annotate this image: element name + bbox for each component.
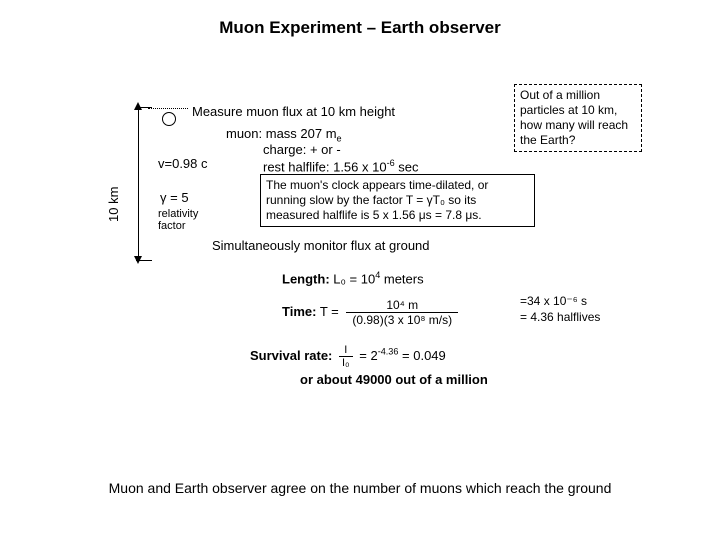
halflife-prefix: rest halflife: 1.56 x 10	[263, 159, 387, 174]
muon-charge: charge: + or -	[263, 142, 341, 157]
time-dilation-box: The muon's clock appears time-dilated, o…	[260, 174, 535, 227]
time-result1: =34 x 10⁻⁶ s	[520, 294, 587, 308]
muon-mass: muon: mass 207 me	[226, 126, 342, 144]
muon-icon	[162, 112, 176, 126]
surv-den: I₀	[339, 357, 353, 369]
length-prefix: L₀ = 10	[333, 271, 375, 286]
page-title: Muon Experiment – Earth observer	[0, 18, 720, 38]
length-label: Length:	[282, 271, 330, 286]
tick-bottom	[136, 260, 152, 261]
conclusion: or about 49000 out of a million	[300, 372, 488, 387]
time-line: Time: T = 10⁴ m (0.98)(3 x 10⁸ m/s)	[282, 298, 462, 327]
length-suffix: meters	[380, 271, 423, 286]
monitor-line: Simultaneously monitor flux at ground	[212, 238, 430, 253]
velocity-label: v=0.98 c	[158, 156, 208, 171]
length-line: Length: L₀ = 104 meters	[282, 270, 424, 286]
time-results: =34 x 10⁻⁶ s = 4.36 halflives	[520, 294, 600, 325]
rel-factor-1: relativity	[158, 208, 198, 220]
surv-num: I	[339, 344, 353, 357]
dotted-line	[148, 108, 188, 109]
time-label: Time:	[282, 304, 316, 319]
time-den: (0.98)(3 x 10⁸ m/s)	[346, 313, 458, 327]
million-question-box: Out of a million particles at 10 km, how…	[514, 84, 642, 152]
footer-text: Muon and Earth observer agree on the num…	[0, 480, 720, 496]
survival-fraction: I I₀	[339, 344, 353, 369]
time-eq: T =	[320, 304, 343, 319]
time-num: 10⁴ m	[346, 298, 458, 313]
surv-mid: = 2	[359, 348, 377, 363]
arrow-line	[138, 108, 139, 258]
arrow-label: 10 km	[106, 187, 121, 222]
measure-text: Measure muon flux at 10 km height	[192, 104, 395, 119]
time-result2: = 4.36 halflives	[520, 310, 600, 324]
relativity-factor-label: relativity factor	[158, 208, 198, 232]
survival-label: Survival rate:	[250, 348, 332, 363]
diagram-area: 10 km Measure muon flux at 10 km height …	[100, 90, 640, 400]
muon-mass-prefix: muon: mass 207 m	[226, 126, 337, 141]
time-fraction: 10⁴ m (0.98)(3 x 10⁸ m/s)	[346, 298, 458, 327]
rel-factor-2: factor	[158, 220, 186, 232]
surv-suffix: = 0.049	[398, 348, 445, 363]
muon-halflife: rest halflife: 1.56 x 10-6 sec	[263, 158, 419, 174]
surv-sup: -4.36	[378, 347, 399, 357]
survival-line: Survival rate: I I₀ = 2-4.36 = 0.049	[250, 344, 446, 369]
halflife-suffix: sec	[395, 159, 419, 174]
gamma-label: γ = 5	[160, 190, 189, 205]
halflife-sup: -6	[387, 158, 395, 168]
